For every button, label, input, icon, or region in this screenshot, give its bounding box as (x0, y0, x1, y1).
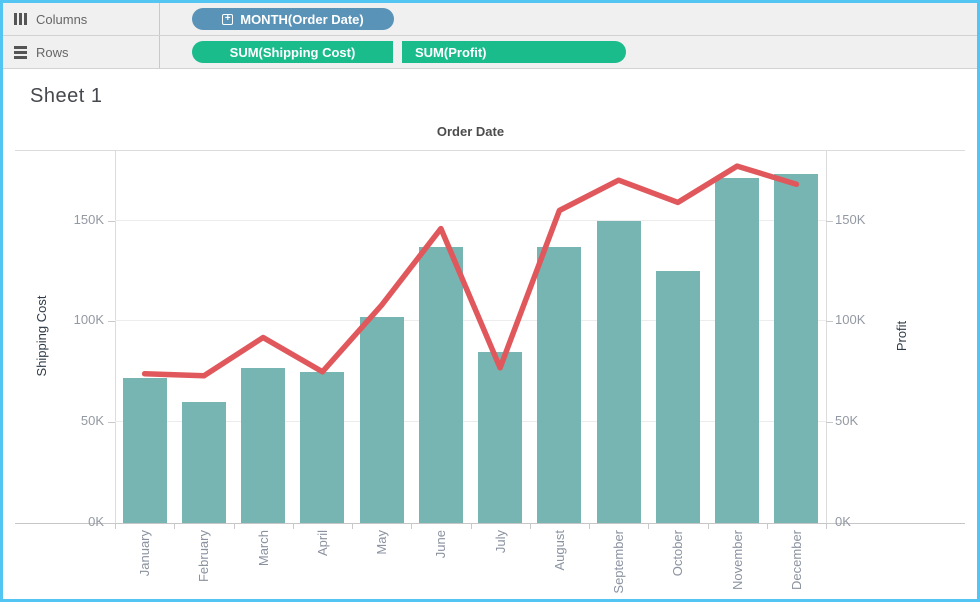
left-tick-mark (108, 523, 115, 524)
left-tick-150K: 150K (73, 211, 104, 227)
bar-july[interactable] (478, 351, 523, 523)
pill-label: MONTH(Order Date) (240, 11, 364, 27)
plot-area (115, 150, 826, 523)
bar-june[interactable] (418, 246, 463, 523)
left-tick-mark (108, 422, 115, 424)
left-tick-0K: 0K (88, 514, 104, 529)
month-boundary-tick (352, 523, 353, 529)
columns-shelf-body: + MONTH(Order Date) (160, 3, 394, 35)
gridline-150k (115, 219, 826, 221)
gridline-100k (115, 320, 826, 322)
right-tick-50K: 50K (835, 413, 859, 429)
columns-shelf-label: Columns (36, 11, 88, 27)
columns-shelf-header: Columns (3, 3, 160, 35)
bar-february[interactable] (181, 402, 226, 523)
bar-january[interactable] (122, 377, 167, 523)
month-label-october: October (670, 530, 686, 577)
right-tick-mark (826, 523, 833, 524)
month-boundary-tick (766, 523, 768, 529)
right-tick-100K: 100K (835, 312, 866, 328)
panel-top-border (15, 150, 965, 151)
gridline-50k (115, 421, 826, 423)
pill-sum-profit[interactable]: SUM(Profit) (402, 41, 626, 63)
left-tick-mark (108, 321, 115, 323)
month-label-june: June (433, 530, 449, 559)
right-tick-150K: 150K (835, 211, 866, 227)
month-label-november: November (729, 530, 745, 590)
pill-month-order-date[interactable]: + MONTH(Order Date) (192, 8, 394, 30)
right-axis-title: Profit (894, 320, 909, 352)
month-boundary-tick (707, 523, 709, 529)
month-boundary-tick (826, 523, 827, 529)
rows-icon (14, 45, 27, 59)
columns-icon (14, 13, 27, 25)
month-label-september: September (611, 530, 627, 594)
right-tick-0K: 0K (835, 514, 851, 529)
axis-baseline (15, 523, 965, 524)
month-boundary-tick (292, 523, 294, 529)
columns-shelf: Columns + MONTH(Order Date) (3, 3, 977, 36)
left-tick-50K: 50K (80, 413, 104, 429)
rows-shelf-header: Rows (3, 36, 160, 68)
rows-shelf: Rows SUM(Shipping Cost) SUM(Profit) (3, 36, 977, 69)
left-tick-mark (108, 220, 115, 222)
bar-september[interactable] (596, 220, 641, 523)
month-label-february: February (196, 530, 212, 583)
month-boundary-tick (529, 523, 531, 529)
right-axis-line (826, 150, 827, 523)
month-boundary-tick (233, 523, 235, 529)
bar-november[interactable] (715, 178, 760, 523)
month-label-january: January (137, 530, 153, 577)
month-label-march: March (255, 530, 271, 567)
month-boundary-tick (589, 523, 590, 529)
month-label-july: July (492, 530, 508, 554)
bar-may[interactable] (359, 317, 404, 523)
month-boundary-tick (411, 523, 413, 529)
month-label-august: August (551, 530, 567, 571)
bar-august[interactable] (537, 246, 582, 523)
bar-december[interactable] (774, 174, 819, 523)
expand-plus-icon[interactable]: + (222, 13, 234, 25)
right-tick-mark (826, 321, 833, 323)
profit-line[interactable] (141, 163, 800, 379)
month-label-december: December (788, 530, 804, 590)
right-tick-mark (826, 422, 833, 424)
pill-sum-shipping-cost[interactable]: SUM(Shipping Cost) (192, 41, 393, 63)
month-boundary-tick (174, 523, 176, 529)
month-boundary-tick (470, 523, 472, 529)
month-label-april: April (314, 530, 330, 557)
pill-label: SUM(Profit) (415, 44, 487, 60)
bar-april[interactable] (300, 371, 345, 523)
rows-shelf-label: Rows (36, 44, 69, 60)
left-axis-line (115, 150, 116, 523)
bar-october[interactable] (655, 270, 700, 523)
month-label-may: May (374, 530, 390, 555)
bar-march[interactable] (241, 367, 286, 523)
chart-title: Order Date (436, 124, 505, 139)
sheet-title: Sheet 1 (30, 85, 103, 107)
month-boundary-tick (648, 523, 650, 529)
month-boundary-tick (115, 523, 116, 529)
rows-shelf-body: SUM(Shipping Cost) SUM(Profit) (160, 36, 626, 68)
left-axis-title: Shipping Cost (34, 295, 49, 377)
left-tick-100K: 100K (73, 312, 104, 328)
pill-label: SUM(Shipping Cost) (229, 44, 356, 60)
profit-line-layer (141, 163, 800, 379)
right-tick-mark (826, 220, 833, 222)
